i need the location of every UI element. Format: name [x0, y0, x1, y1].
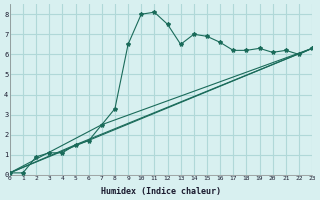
X-axis label: Humidex (Indice chaleur): Humidex (Indice chaleur) [101, 187, 221, 196]
